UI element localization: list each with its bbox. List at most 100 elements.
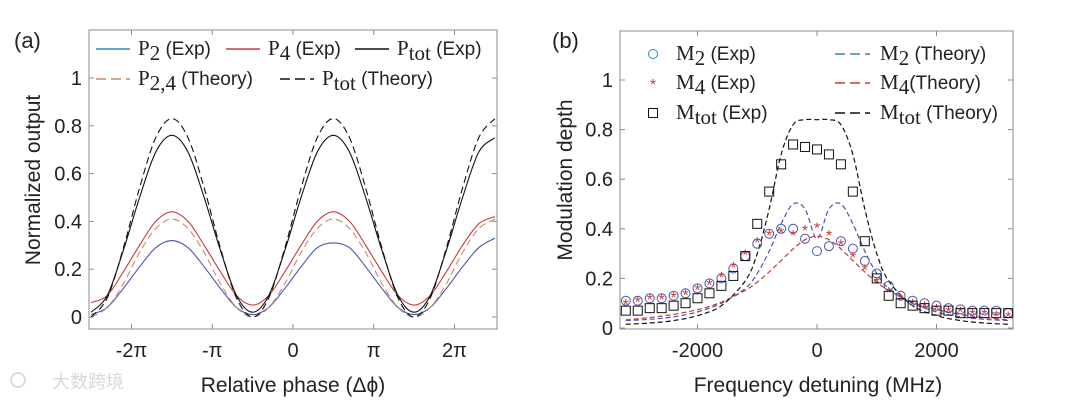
series-line-p2-exp- [90,237,496,316]
data-point-star: * [945,305,951,322]
data-point-circle [859,256,870,267]
series-line-ptot-theory- [90,118,496,318]
data-point-circle [883,280,894,291]
panel-b-x-axis-label: Frequency detuning (MHz) [694,374,943,397]
data-point-star: * [647,292,653,309]
data-point-circle [680,288,691,299]
data-point-star: * [993,308,999,325]
legend-label: Ptot (Exp) [397,36,482,65]
data-point-circle [764,228,775,239]
x-tick-label: -2000 [672,340,723,362]
y-tick-label: 1 [71,68,82,90]
y-tick-label: 0.6 [585,169,613,191]
data-point-square [812,144,822,155]
panel-b-legend: M2 (Exp) * M4 (Exp)Mtot (Exp) M2 (Theory)M4… [648,41,998,129]
data-point-square [752,218,763,229]
data-point-square [979,308,990,319]
data-point-circle [620,295,631,306]
data-point-square [919,303,930,314]
data-point-star: * [718,270,724,287]
data-point-star: * [659,292,665,309]
data-point-circle [644,293,655,304]
data-point-square [1003,308,1014,319]
y-tick-label: 0.8 [585,120,613,142]
y-tick-label: 0.4 [585,219,613,241]
panel-b-series: * * * * * * * * **** * * * * * ****** * * * * * * * * * * [620,118,1014,327]
x-tick-label: -2π [116,340,148,362]
data-point-star: * [682,287,688,304]
data-point-square [788,139,799,150]
data-point-circle [728,263,739,274]
data-point-star: * [898,292,904,309]
data-point-square [991,308,1002,319]
data-point-square [847,186,858,197]
y-tick-label: 1 [602,70,613,92]
data-point-star: * [778,225,784,242]
panel-a-series [90,118,496,318]
panel-a-legend: P2 (Exp) P4 (Exp) Ptot (Exp) P2,4 (Theory) P… [96,36,482,95]
data-point-star: * [957,305,963,322]
data-point-square [943,305,954,316]
series-line-p2-4-theory- [90,218,496,318]
data-point-square [800,141,811,152]
data-point-square [859,236,870,247]
panel-a-x-axis-label: Relative phase (Δϕ) [201,374,386,397]
data-point-circle [668,290,679,301]
watermark: 大数跨境 [10,372,124,392]
x-tick-label: 2000 [914,340,959,362]
y-tick-label: 0.2 [54,259,82,281]
data-point-circle [823,241,834,252]
data-point-star: * [766,228,772,245]
panel-b-ticks: 0 0.2 0.4 0.6 0.8 1 -2000 0 2000 [585,31,1013,362]
legend-label: Mtot (Exp) [676,100,768,129]
legend-marker-square-icon [648,108,658,118]
data-point-square [931,305,942,316]
data-point-star: * [921,300,927,317]
data-point-star: * [838,238,844,255]
data-point-star: * [635,295,641,312]
x-tick-label: -π [202,340,222,362]
y-tick-label: 0 [71,307,82,329]
legend-label: M2 (Theory) [880,41,986,70]
data-point-circle [716,273,727,284]
data-point-star: * [850,250,856,267]
data-point-square [668,300,679,311]
data-point-star: * [981,307,987,324]
data-point-square [955,308,966,319]
watermark-logo-icon [10,372,26,388]
legend-label: P2 (Exp) [138,36,211,65]
data-point-square [620,305,631,316]
data-point-star: * [754,235,760,252]
data-point-circle [788,223,799,234]
data-point-star: * [670,290,676,307]
data-point-square [895,298,906,309]
data-point-square [692,293,703,304]
data-point-square [967,308,978,319]
series-line-p4-exp- [90,211,496,306]
data-point-star: * [886,285,892,302]
data-point-star: * [790,228,796,245]
panel-a-ticks: 0 0.2 0.4 0.6 0.8 1 -2π -π 0 π 2π [54,30,497,362]
data-point-square [656,303,667,314]
y-tick-label: 0 [602,318,613,340]
x-tick-label: 0 [811,340,822,362]
data-point-star: * [706,277,712,294]
data-point-circle [835,236,846,247]
legend-label: M2 (Exp) [676,41,756,70]
series-line-ptot-exp- [90,134,496,313]
x-tick-label: 0 [287,340,298,362]
data-point-square [764,186,775,197]
data-point-square [728,270,739,281]
data-point-square [632,305,643,316]
data-point-square [644,303,655,314]
data-point-circle [752,238,763,249]
data-point-square [776,159,787,170]
data-point-square [835,159,846,170]
x-tick-label: π [367,340,381,362]
data-point-circle [847,243,858,254]
data-point-circle [704,278,715,289]
x-tick-label: 2π [442,340,467,362]
legend-label: Mtot (Theory) [880,100,998,129]
data-point-star: * [742,248,748,265]
